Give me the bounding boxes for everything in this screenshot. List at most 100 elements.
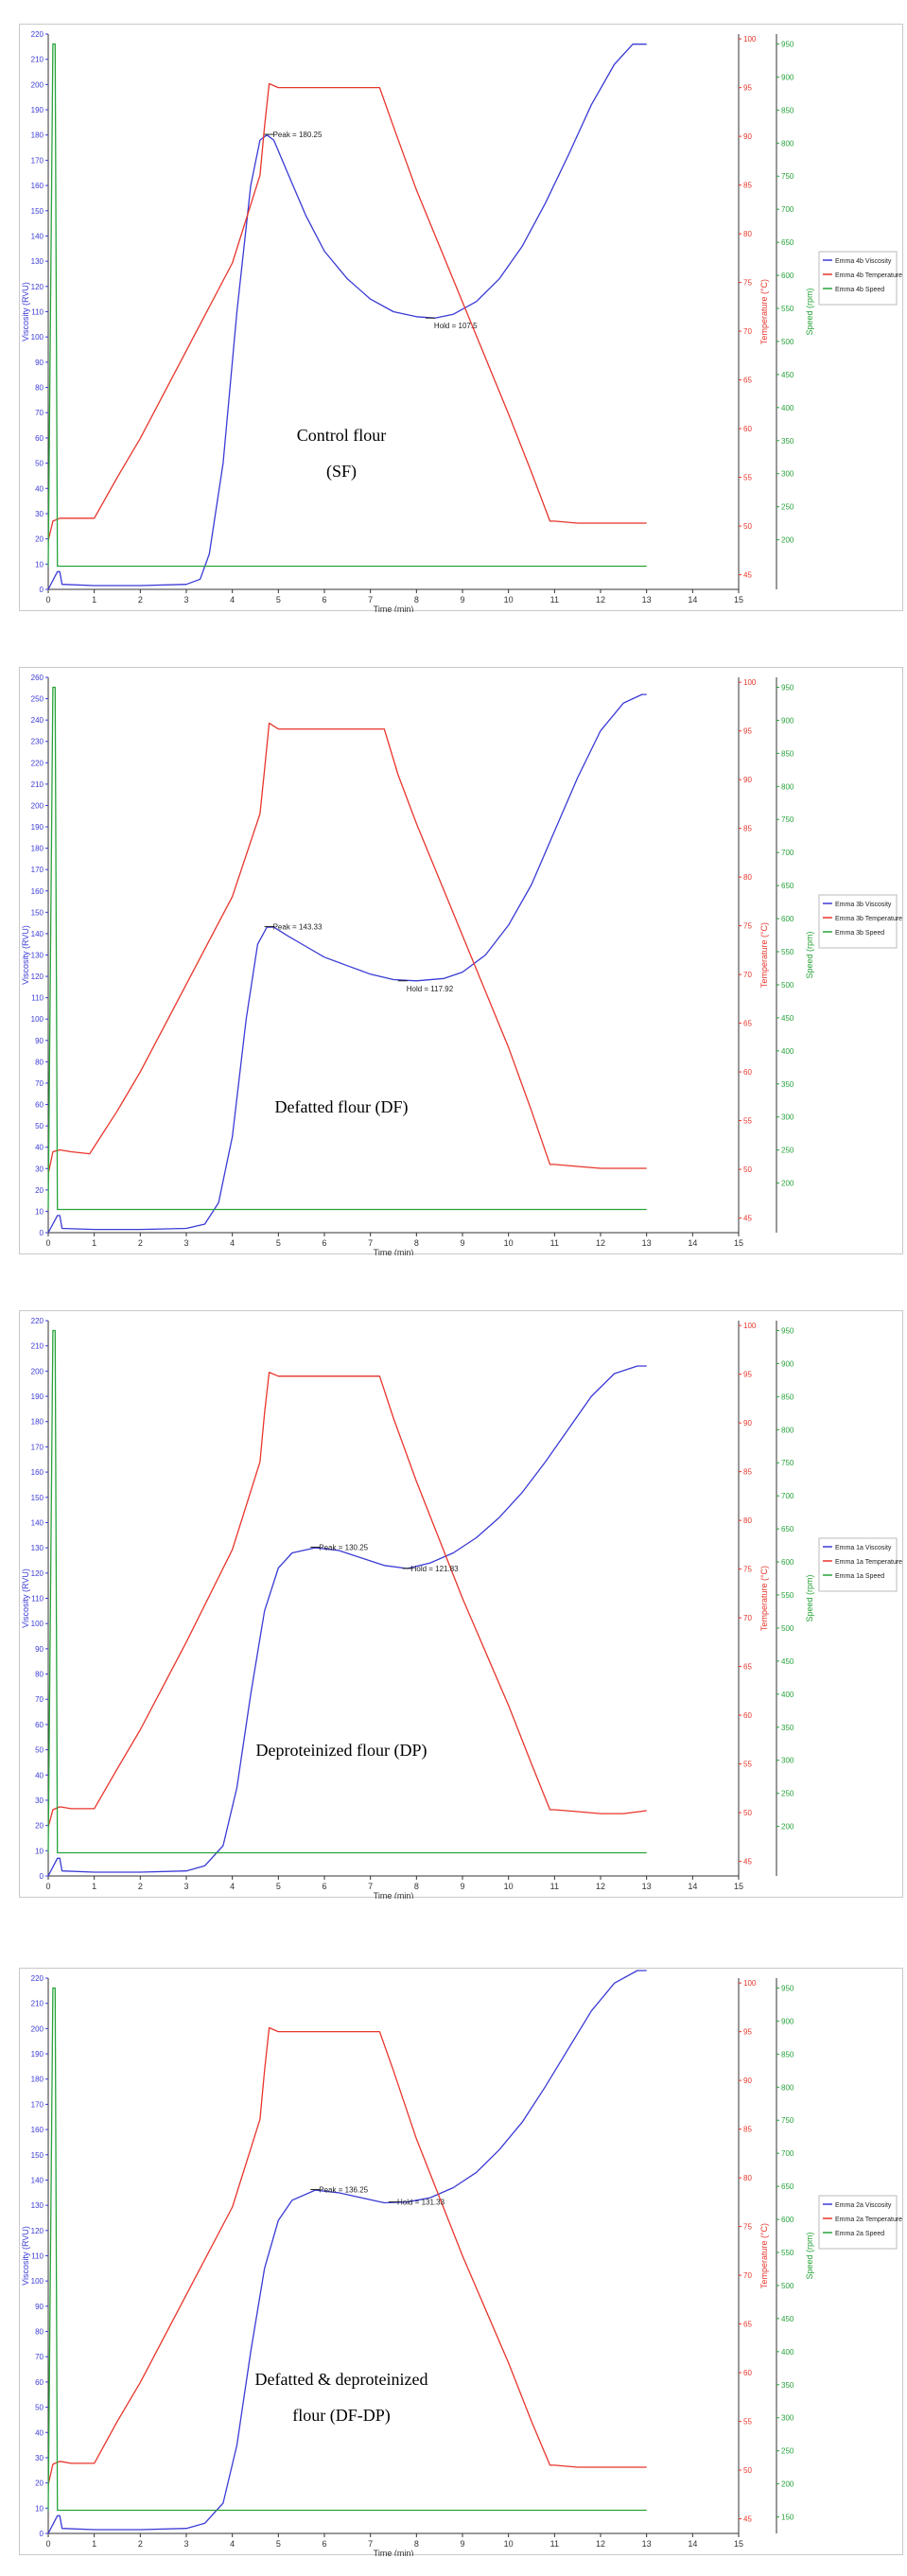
viscosity-tick-label: 50 [35, 2404, 44, 2412]
viscosity-tick-label: 10 [35, 560, 44, 569]
viscosity-tick-label: 100 [31, 333, 44, 342]
x-tick-label: 11 [550, 595, 559, 605]
speed-tick-label: 850 [781, 2050, 794, 2059]
temperature-tick-label: 45 [743, 1215, 752, 1223]
viscosity-tick-label: 60 [35, 1721, 44, 1729]
x-tick-label: 7 [368, 1238, 373, 1248]
viscosity-axis-label: Viscosity (RVU) [21, 925, 30, 985]
speed-tick-label: 500 [781, 338, 794, 346]
speed-tick-label: 850 [781, 106, 794, 114]
temperature-tick-label: 75 [743, 922, 752, 931]
legend-label: Emma 2a Viscosity [835, 2202, 892, 2209]
x-tick-label: 1 [92, 1882, 96, 1891]
viscosity-tick-label: 180 [31, 2076, 44, 2084]
viscosity-tick-label: 150 [31, 2151, 44, 2160]
temperature-tick-label: 70 [743, 2271, 752, 2280]
viscosity-line [47, 1365, 647, 1877]
speed-tick-label: 750 [781, 2116, 794, 2125]
legend-label: Emma 2a Temperature [835, 2217, 902, 2223]
temperature-tick-label: 65 [743, 2321, 752, 2329]
viscosity-tick-label: 60 [35, 434, 44, 443]
x-tick-label: 13 [642, 595, 652, 605]
speed-tick-label: 350 [781, 2381, 794, 2390]
x-tick-label: 12 [596, 2539, 605, 2549]
speed-tick-label: 550 [781, 2249, 794, 2257]
speed-tick-label: 800 [781, 782, 794, 791]
speed-axis-label: Speed (rpm) [805, 1574, 814, 1621]
speed-tick-label: 650 [781, 238, 794, 247]
viscosity-tick-label: 40 [35, 2428, 44, 2437]
speed-tick-label: 450 [781, 371, 794, 379]
temperature-tick-label: 65 [743, 1663, 752, 1672]
viscosity-tick-label: 170 [31, 1443, 44, 1451]
viscosity-tick-label: 120 [31, 2227, 44, 2235]
viscosity-tick-label: 0 [40, 1229, 44, 1237]
x-tick-label: 9 [460, 2539, 464, 2549]
viscosity-tick-label: 180 [31, 131, 44, 140]
viscosity-tick-label: 40 [35, 1144, 44, 1152]
x-tick-label: 5 [276, 2539, 281, 2549]
temperature-line [47, 82, 647, 541]
temperature-tick-label: 100 [743, 35, 757, 44]
viscosity-axis-label: Viscosity (RVU) [21, 282, 30, 342]
temperature-tick-label: 85 [743, 2126, 752, 2134]
speed-tick-label: 750 [781, 1459, 794, 1467]
viscosity-tick-label: 220 [31, 759, 44, 767]
x-tick-label: 2 [138, 595, 143, 605]
viscosity-tick-label: 60 [35, 2378, 44, 2387]
x-tick-label: 3 [183, 2539, 188, 2549]
chart-caption: Control flour [297, 426, 387, 445]
temperature-tick-label: 85 [743, 1468, 752, 1477]
viscosity-tick-label: 200 [31, 2024, 44, 2033]
speed-tick-label: 650 [781, 1525, 794, 1533]
speed-tick-label: 450 [781, 1657, 794, 1666]
temperature-tick-label: 85 [743, 182, 752, 190]
temperature-line [47, 2026, 647, 2485]
x-tick-label: 2 [138, 1882, 143, 1891]
viscosity-tick-label: 0 [40, 1872, 44, 1881]
x-tick-label: 8 [414, 1882, 419, 1891]
chart-caption: Defatted & deproteinized [255, 2370, 428, 2389]
temperature-tick-label: 60 [743, 425, 752, 433]
temperature-tick-label: 90 [743, 132, 752, 141]
temperature-tick-label: 95 [743, 84, 752, 93]
viscosity-tick-label: 240 [31, 716, 44, 725]
viscosity-tick-label: 40 [35, 484, 44, 493]
rva-chart-defatted-flour: 0 1 2 3 4 5 6 7 8 9 10 11 12 13 14 15 Time (min) 0 10 20 30 4… [19, 667, 903, 1255]
speed-tick-label: 800 [781, 139, 794, 148]
x-tick-label: 10 [504, 1238, 514, 1248]
x-tick-label: 13 [642, 1238, 652, 1248]
x-tick-label: 8 [414, 2539, 419, 2549]
hold-annotation: Hold = 131.33 [397, 2199, 445, 2207]
viscosity-tick-label: 130 [31, 1544, 44, 1552]
viscosity-tick-label: 30 [35, 510, 44, 518]
speed-line [47, 1329, 647, 1854]
x-tick-label: 15 [734, 2539, 743, 2549]
speed-tick-label: 750 [781, 172, 794, 181]
x-tick-label: 2 [138, 2539, 143, 2549]
viscosity-tick-label: 20 [35, 2480, 44, 2488]
viscosity-tick-label: 150 [31, 207, 44, 216]
viscosity-tick-label: 190 [31, 1393, 44, 1401]
temperature-tick-label: 50 [743, 1165, 752, 1174]
viscosity-tick-label: 20 [35, 1822, 44, 1831]
speed-tick-label: 650 [781, 2182, 794, 2191]
legend-label: Emma 3b Viscosity [835, 902, 892, 908]
speed-line [47, 1987, 647, 2512]
x-tick-label: 7 [368, 2539, 373, 2549]
x-tick-label: 3 [183, 1882, 188, 1891]
temperature-tick-label: 70 [743, 1614, 752, 1622]
viscosity-tick-label: 50 [35, 1122, 44, 1130]
viscosity-axis-label: Viscosity (RVU) [21, 2226, 30, 2286]
x-tick-label: 10 [504, 2539, 514, 2549]
x-tick-label: 8 [414, 1238, 419, 1248]
x-tick-label: 1 [92, 2539, 96, 2549]
legend-label: Emma 4b Viscosity [835, 258, 892, 265]
viscosity-tick-label: 120 [31, 1569, 44, 1578]
viscosity-tick-label: 10 [35, 1207, 44, 1216]
speed-tick-label: 600 [781, 915, 794, 923]
viscosity-tick-label: 40 [35, 1771, 44, 1779]
speed-tick-label: 950 [781, 1326, 794, 1335]
